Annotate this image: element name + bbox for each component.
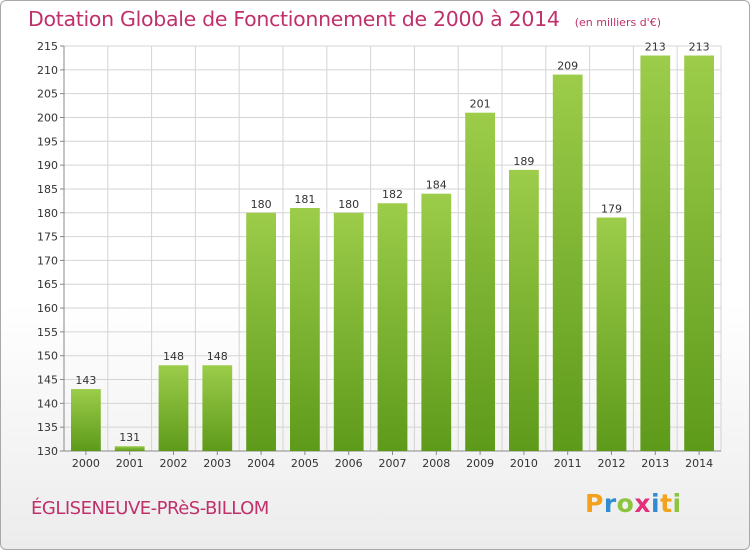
value-label-2014: 213 xyxy=(689,41,710,54)
y-tick-label: 195 xyxy=(37,135,58,148)
bar-2010 xyxy=(509,169,539,451)
y-tick-label: 200 xyxy=(37,111,58,124)
chart-unit: (en milliers d'€) xyxy=(574,16,661,29)
y-tick-label: 190 xyxy=(37,159,58,172)
y-tick-label: 160 xyxy=(37,302,58,315)
value-label-2012: 179 xyxy=(601,203,622,216)
bar-2008 xyxy=(421,193,452,452)
proxiti-logo: Proxiti xyxy=(585,489,682,518)
bar-2014 xyxy=(684,55,714,451)
x-tick-label-2006: 2006 xyxy=(335,457,363,470)
x-tick-label-2002: 2002 xyxy=(160,457,188,470)
x-tick-label-2010: 2010 xyxy=(510,457,538,470)
value-label-2013: 213 xyxy=(645,41,666,54)
x-tick-label-2004: 2004 xyxy=(247,457,275,470)
value-label-2009: 201 xyxy=(470,98,491,111)
x-tick-label-2003: 2003 xyxy=(203,457,231,470)
y-tick-label: 150 xyxy=(37,350,58,363)
x-tick-label-2005: 2005 xyxy=(291,457,319,470)
bar-2007 xyxy=(377,203,408,451)
axes: 130 135 140 145 150 155 160 165 170 175 180 185 190 1… xyxy=(37,40,721,470)
value-label-2001: 131 xyxy=(119,431,140,444)
bar-2005 xyxy=(290,208,320,451)
brand-letter: r xyxy=(603,489,617,518)
value-label-2004: 180 xyxy=(251,198,272,211)
bar-2001 xyxy=(114,446,145,451)
x-tick-label-2012: 2012 xyxy=(598,457,626,470)
value-label-2006: 180 xyxy=(338,198,359,211)
y-tick-label: 170 xyxy=(37,254,58,267)
chart-title: Dotation Globale de Fonctionnement de 20… xyxy=(28,7,560,31)
x-tick-label-2011: 2011 xyxy=(554,457,582,470)
brand-letter: o xyxy=(616,489,635,518)
bar-2013 xyxy=(640,55,671,451)
bar-2000 xyxy=(71,389,101,451)
x-tick-label-2014: 2014 xyxy=(685,457,713,470)
y-tick-label: 185 xyxy=(37,183,58,196)
y-tick-label: 145 xyxy=(37,374,58,387)
brand-letter: P xyxy=(585,489,604,518)
value-label-2000: 143 xyxy=(75,374,96,387)
x-tick-label-2001: 2001 xyxy=(116,457,144,470)
x-tick-label-2008: 2008 xyxy=(422,457,450,470)
brand-letter: i xyxy=(651,489,661,518)
y-tick-label: 205 xyxy=(37,88,58,101)
value-label-2011: 209 xyxy=(557,60,578,73)
brand-letter: t xyxy=(660,489,673,518)
y-tick-label: 175 xyxy=(37,231,58,244)
bar-2002 xyxy=(158,365,189,451)
y-tick-label: 165 xyxy=(37,278,58,291)
value-label-2007: 182 xyxy=(382,188,403,201)
bar-2004 xyxy=(246,212,276,451)
x-tick-label-2013: 2013 xyxy=(641,457,669,470)
brand-letter: x xyxy=(634,489,651,518)
x-tick-label-2007: 2007 xyxy=(379,457,407,470)
y-tick-label: 180 xyxy=(37,207,58,220)
bar-2009 xyxy=(465,112,495,452)
y-tick-label: 155 xyxy=(37,326,58,339)
bar-2012 xyxy=(596,217,627,451)
value-label-2005: 181 xyxy=(294,193,315,206)
x-tick-label-2000: 2000 xyxy=(72,457,100,470)
bars xyxy=(71,55,714,452)
bar-2011 xyxy=(552,74,583,452)
x-tick-label-2009: 2009 xyxy=(466,457,494,470)
value-label-2002: 148 xyxy=(163,350,184,363)
value-label-2008: 184 xyxy=(426,179,447,192)
y-tick-label: 130 xyxy=(37,445,58,458)
chart-title-block: Dotation Globale de Fonctionnement de 20… xyxy=(28,7,661,31)
commune-name: ÉGLISENEUVE-PRèS-BILLOM xyxy=(31,498,269,519)
value-label-2003: 148 xyxy=(207,350,228,363)
y-tick-label: 210 xyxy=(37,64,58,77)
y-tick-label: 135 xyxy=(37,421,58,434)
bar-2003 xyxy=(202,365,233,451)
value-label-2010: 189 xyxy=(513,155,534,168)
bar-2006 xyxy=(333,212,364,451)
y-tick-label: 215 xyxy=(37,40,58,53)
y-tick-label: 140 xyxy=(37,397,58,410)
value-labels: 143 131 148 148 180 181 180 182 184 201 189 209 179 2… xyxy=(75,41,709,445)
brand-letter: i xyxy=(672,489,682,518)
